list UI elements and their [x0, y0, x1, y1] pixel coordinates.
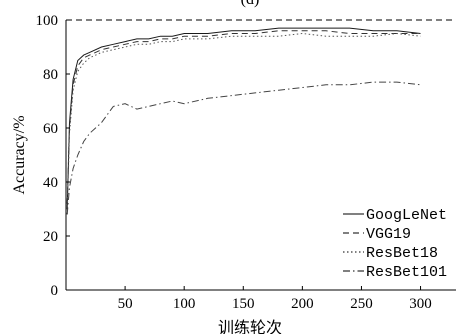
x-tick-label: 100	[173, 296, 196, 312]
y-tick-label: 100	[36, 13, 59, 29]
x-tick-label: 50	[118, 296, 133, 312]
series-line-googlenet	[66, 27, 421, 210]
y-tick-label: 80	[43, 67, 58, 83]
y-axis-title: Accuracy/%	[11, 115, 28, 194]
y-tick-label: 60	[43, 121, 58, 137]
plot-area	[66, 19, 456, 215]
chart-title: (d)	[241, 0, 260, 8]
x-axis-title: 训练轮次	[218, 319, 282, 334]
y-tick-label: 40	[43, 175, 58, 191]
legend-label: GoogLeNet	[366, 207, 447, 224]
legend: GoogLeNet VGG19 ResBet18 ResBet101	[343, 207, 447, 281]
legend-label: VGG19	[366, 226, 411, 243]
x-tick-label: 200	[291, 296, 314, 312]
legend-label: ResBet18	[366, 245, 438, 262]
x-tick-label: 300	[409, 296, 432, 312]
series-line-resbet18	[66, 32, 421, 215]
y-tick-label: 0	[51, 283, 59, 299]
y-tick-label: 20	[43, 229, 58, 245]
axes: 50 100 150 200 250 300 0 20 40 60 80 100	[36, 13, 456, 312]
x-tick-label: 150	[232, 296, 255, 312]
series-line-resbet101	[66, 81, 421, 215]
legend-label: ResBet101	[366, 264, 447, 281]
x-tick-label: 250	[350, 296, 373, 312]
series-line-vgg19	[66, 30, 421, 204]
